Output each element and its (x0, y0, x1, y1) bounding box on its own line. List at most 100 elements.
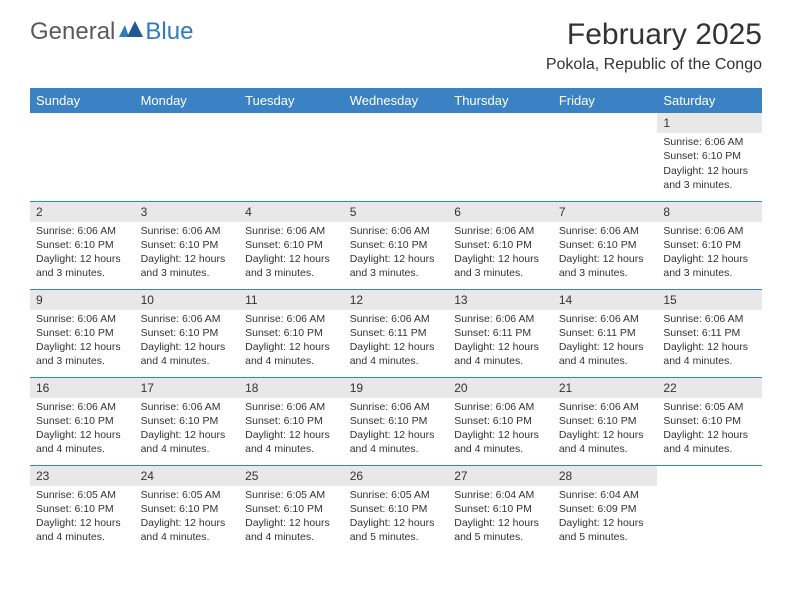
day-line: Sunset: 6:10 PM (36, 238, 129, 252)
day-line: Sunrise: 6:06 AM (36, 312, 129, 326)
day-number: 14 (553, 290, 658, 310)
day-line: Sunset: 6:11 PM (350, 326, 443, 340)
day-line: Sunrise: 6:04 AM (559, 488, 652, 502)
day-line: and 4 minutes. (141, 442, 234, 456)
weekday-header: Tuesday (239, 88, 344, 113)
calendar-day-cell (344, 113, 449, 201)
day-line: Sunrise: 6:06 AM (454, 400, 547, 414)
day-content (135, 117, 240, 123)
day-line: and 5 minutes. (559, 530, 652, 544)
calendar-day-cell: 11Sunrise: 6:06 AMSunset: 6:10 PMDayligh… (239, 289, 344, 377)
calendar-day-cell: 23Sunrise: 6:05 AMSunset: 6:10 PMDayligh… (30, 465, 135, 553)
day-content: Sunrise: 6:06 AMSunset: 6:10 PMDaylight:… (30, 222, 135, 285)
day-content: Sunrise: 6:06 AMSunset: 6:10 PMDaylight:… (553, 222, 658, 285)
calendar-day-cell: 24Sunrise: 6:05 AMSunset: 6:10 PMDayligh… (135, 465, 240, 553)
day-line: Daylight: 12 hours (350, 428, 443, 442)
day-line: and 4 minutes. (36, 530, 129, 544)
calendar-day-cell (448, 113, 553, 201)
day-line: Daylight: 12 hours (663, 428, 756, 442)
day-number: 24 (135, 466, 240, 486)
day-line: and 4 minutes. (350, 442, 443, 456)
day-line: Sunrise: 6:06 AM (663, 312, 756, 326)
day-line: Sunrise: 6:06 AM (36, 400, 129, 414)
day-content: Sunrise: 6:06 AMSunset: 6:10 PMDaylight:… (448, 222, 553, 285)
day-line: and 4 minutes. (663, 442, 756, 456)
day-content: Sunrise: 6:06 AMSunset: 6:10 PMDaylight:… (135, 398, 240, 461)
day-number: 25 (239, 466, 344, 486)
day-line: and 3 minutes. (350, 266, 443, 280)
day-content: Sunrise: 6:05 AMSunset: 6:10 PMDaylight:… (135, 486, 240, 549)
calendar-day-cell: 17Sunrise: 6:06 AMSunset: 6:10 PMDayligh… (135, 377, 240, 465)
calendar-day-cell: 3Sunrise: 6:06 AMSunset: 6:10 PMDaylight… (135, 201, 240, 289)
day-line: Sunrise: 6:06 AM (141, 400, 234, 414)
day-line: Sunrise: 6:06 AM (141, 224, 234, 238)
calendar-week-row: 23Sunrise: 6:05 AMSunset: 6:10 PMDayligh… (30, 465, 762, 553)
calendar-week-row: 2Sunrise: 6:06 AMSunset: 6:10 PMDaylight… (30, 201, 762, 289)
calendar-day-cell: 5Sunrise: 6:06 AMSunset: 6:10 PMDaylight… (344, 201, 449, 289)
calendar-day-cell: 20Sunrise: 6:06 AMSunset: 6:10 PMDayligh… (448, 377, 553, 465)
day-line: Daylight: 12 hours (454, 252, 547, 266)
day-line: Sunset: 6:09 PM (559, 502, 652, 516)
day-line: Sunset: 6:10 PM (36, 502, 129, 516)
calendar-day-cell: 13Sunrise: 6:06 AMSunset: 6:11 PMDayligh… (448, 289, 553, 377)
day-line: Daylight: 12 hours (663, 252, 756, 266)
logo: General Blue (30, 18, 193, 46)
logo-text-general: General (30, 18, 115, 46)
day-number: 2 (30, 202, 135, 222)
day-line: Sunrise: 6:06 AM (36, 224, 129, 238)
day-line: Sunrise: 6:06 AM (245, 400, 338, 414)
day-number: 4 (239, 202, 344, 222)
day-line: Daylight: 12 hours (245, 428, 338, 442)
day-line: Sunrise: 6:04 AM (454, 488, 547, 502)
day-content: Sunrise: 6:06 AMSunset: 6:10 PMDaylight:… (30, 398, 135, 461)
day-content (657, 470, 762, 476)
day-content: Sunrise: 6:06 AMSunset: 6:10 PMDaylight:… (657, 133, 762, 196)
calendar-day-cell: 14Sunrise: 6:06 AMSunset: 6:11 PMDayligh… (553, 289, 658, 377)
day-line: Daylight: 12 hours (559, 340, 652, 354)
day-line: and 3 minutes. (36, 354, 129, 368)
day-line: Sunset: 6:10 PM (141, 238, 234, 252)
day-line: Daylight: 12 hours (36, 428, 129, 442)
day-line: Daylight: 12 hours (36, 252, 129, 266)
day-line: Sunset: 6:10 PM (454, 238, 547, 252)
day-line: Daylight: 12 hours (559, 428, 652, 442)
calendar-day-cell: 22Sunrise: 6:05 AMSunset: 6:10 PMDayligh… (657, 377, 762, 465)
day-line: Daylight: 12 hours (350, 252, 443, 266)
day-line: Daylight: 12 hours (454, 516, 547, 530)
day-line: Sunrise: 6:06 AM (663, 224, 756, 238)
weekday-header: Wednesday (344, 88, 449, 113)
day-content: Sunrise: 6:06 AMSunset: 6:10 PMDaylight:… (239, 398, 344, 461)
day-content: Sunrise: 6:06 AMSunset: 6:10 PMDaylight:… (239, 310, 344, 373)
day-content: Sunrise: 6:06 AMSunset: 6:11 PMDaylight:… (448, 310, 553, 373)
calendar-day-cell: 8Sunrise: 6:06 AMSunset: 6:10 PMDaylight… (657, 201, 762, 289)
day-line: Sunset: 6:10 PM (559, 414, 652, 428)
day-content: Sunrise: 6:06 AMSunset: 6:11 PMDaylight:… (344, 310, 449, 373)
calendar-day-cell: 4Sunrise: 6:06 AMSunset: 6:10 PMDaylight… (239, 201, 344, 289)
day-line: Sunset: 6:10 PM (245, 238, 338, 252)
calendar-day-cell: 18Sunrise: 6:06 AMSunset: 6:10 PMDayligh… (239, 377, 344, 465)
calendar-day-cell: 27Sunrise: 6:04 AMSunset: 6:10 PMDayligh… (448, 465, 553, 553)
day-line: Sunrise: 6:06 AM (350, 312, 443, 326)
day-line: and 4 minutes. (36, 442, 129, 456)
calendar-day-cell (239, 113, 344, 201)
day-line: and 4 minutes. (245, 530, 338, 544)
calendar-day-cell: 25Sunrise: 6:05 AMSunset: 6:10 PMDayligh… (239, 465, 344, 553)
calendar-day-cell (135, 113, 240, 201)
day-line: Sunrise: 6:06 AM (245, 312, 338, 326)
day-content: Sunrise: 6:06 AMSunset: 6:11 PMDaylight:… (657, 310, 762, 373)
day-line: Daylight: 12 hours (141, 340, 234, 354)
calendar-day-cell: 19Sunrise: 6:06 AMSunset: 6:10 PMDayligh… (344, 377, 449, 465)
day-content: Sunrise: 6:05 AMSunset: 6:10 PMDaylight:… (239, 486, 344, 549)
day-line: Sunset: 6:11 PM (663, 326, 756, 340)
day-line: Sunset: 6:10 PM (350, 502, 443, 516)
day-line: and 4 minutes. (454, 442, 547, 456)
day-line: Sunset: 6:10 PM (36, 414, 129, 428)
day-number: 9 (30, 290, 135, 310)
calendar-table: Sunday Monday Tuesday Wednesday Thursday… (30, 88, 762, 553)
day-content: Sunrise: 6:06 AMSunset: 6:11 PMDaylight:… (553, 310, 658, 373)
day-line: Sunrise: 6:05 AM (36, 488, 129, 502)
calendar-day-cell: 16Sunrise: 6:06 AMSunset: 6:10 PMDayligh… (30, 377, 135, 465)
day-line: Daylight: 12 hours (454, 340, 547, 354)
day-content: Sunrise: 6:06 AMSunset: 6:10 PMDaylight:… (344, 398, 449, 461)
day-content: Sunrise: 6:04 AMSunset: 6:10 PMDaylight:… (448, 486, 553, 549)
